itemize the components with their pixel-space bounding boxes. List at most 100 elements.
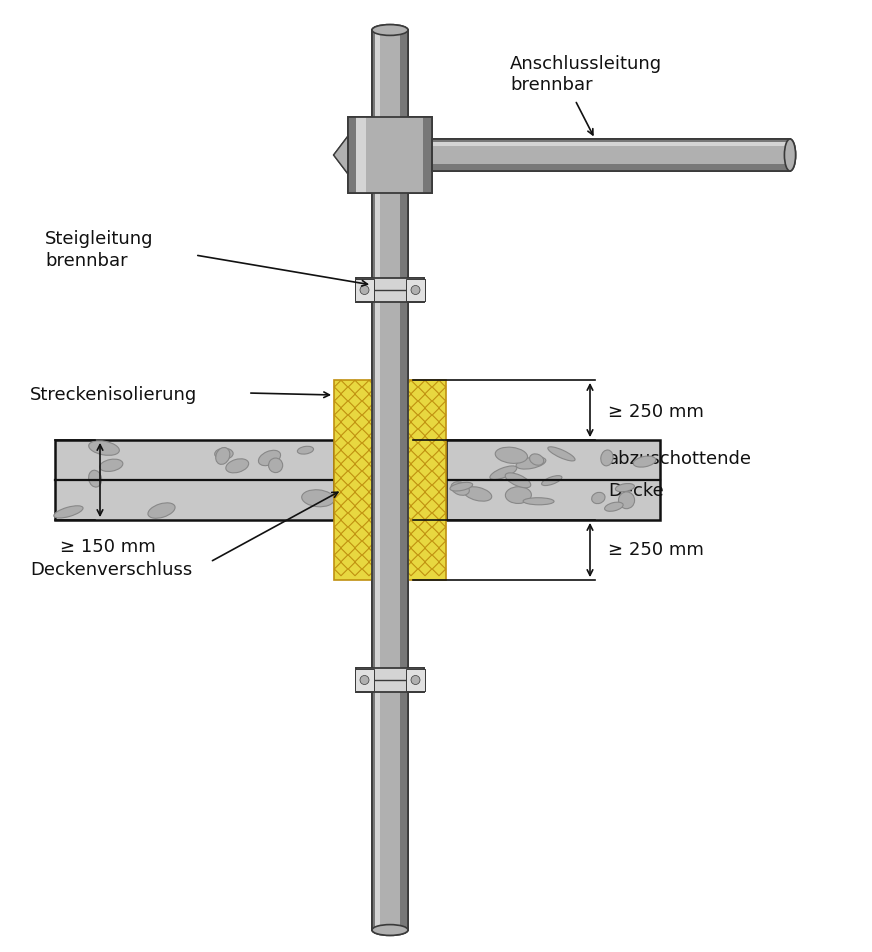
Bar (348, 117, 357, 193)
Bar (432, 165, 790, 171)
Bar (432, 139, 790, 142)
Bar (400, 30, 408, 930)
Ellipse shape (99, 459, 123, 471)
Ellipse shape (464, 486, 492, 501)
Text: Anschlussleitung
brennbar: Anschlussleitung brennbar (510, 55, 662, 94)
Bar (405, 669, 426, 691)
Ellipse shape (529, 454, 544, 466)
Ellipse shape (785, 139, 795, 171)
Bar (432, 142, 790, 146)
Bar (348, 117, 357, 193)
Ellipse shape (258, 450, 281, 466)
Bar (372, 30, 375, 930)
Ellipse shape (411, 676, 420, 684)
Ellipse shape (54, 506, 83, 518)
Ellipse shape (495, 447, 528, 464)
Bar (423, 117, 432, 193)
Text: ≥ 250 mm: ≥ 250 mm (608, 403, 704, 421)
Polygon shape (334, 136, 348, 174)
Text: ≥ 150 mm: ≥ 150 mm (60, 538, 156, 556)
Ellipse shape (215, 447, 230, 465)
Bar (405, 669, 426, 691)
Bar (348, 117, 432, 193)
Bar (375, 30, 379, 930)
Bar (432, 146, 790, 165)
Bar (432, 139, 790, 142)
Bar (432, 165, 790, 171)
Bar (405, 279, 426, 301)
Bar (356, 668, 424, 692)
Bar (446, 440, 660, 520)
Bar (372, 30, 408, 930)
Text: Steigleitung
brennbar: Steigleitung brennbar (45, 230, 153, 269)
Bar (348, 117, 432, 193)
Bar (334, 380, 446, 580)
Ellipse shape (490, 466, 517, 480)
Ellipse shape (505, 473, 531, 487)
Text: Streckenisolierung: Streckenisolierung (30, 386, 197, 404)
Ellipse shape (604, 502, 623, 511)
Text: ≥ 250 mm: ≥ 250 mm (608, 541, 704, 559)
Polygon shape (334, 136, 348, 174)
Bar (405, 279, 426, 301)
Bar (355, 279, 374, 301)
Bar (372, 30, 375, 930)
Bar (432, 139, 790, 171)
Ellipse shape (411, 676, 420, 684)
Ellipse shape (451, 482, 469, 495)
Ellipse shape (616, 484, 635, 492)
Bar (379, 30, 400, 930)
Ellipse shape (215, 448, 233, 459)
Bar (357, 117, 365, 193)
Ellipse shape (372, 25, 408, 35)
Bar (348, 117, 432, 193)
Text: abzuschottende: abzuschottende (608, 450, 752, 468)
Ellipse shape (523, 498, 554, 505)
Bar (372, 30, 408, 930)
Ellipse shape (297, 446, 314, 454)
Bar (400, 30, 408, 930)
Bar (348, 117, 432, 193)
Ellipse shape (89, 470, 101, 487)
Bar (432, 139, 790, 171)
Ellipse shape (360, 676, 369, 684)
Ellipse shape (148, 503, 175, 518)
Ellipse shape (360, 286, 369, 294)
Ellipse shape (785, 139, 795, 171)
Bar (432, 146, 790, 165)
Ellipse shape (372, 924, 408, 936)
Bar (356, 278, 424, 302)
Bar (432, 142, 790, 146)
Bar (357, 117, 365, 193)
Ellipse shape (450, 483, 473, 491)
Ellipse shape (411, 286, 420, 294)
Ellipse shape (360, 286, 369, 294)
Bar (356, 278, 424, 302)
Ellipse shape (516, 457, 546, 469)
Ellipse shape (411, 286, 420, 294)
Bar (423, 117, 432, 193)
Bar (355, 669, 374, 691)
Ellipse shape (372, 924, 408, 936)
Ellipse shape (269, 458, 283, 472)
Ellipse shape (89, 441, 119, 455)
Bar (355, 669, 374, 691)
Ellipse shape (548, 446, 575, 461)
Ellipse shape (592, 492, 605, 504)
Bar (375, 30, 379, 930)
Ellipse shape (302, 489, 334, 506)
Ellipse shape (633, 456, 656, 467)
Ellipse shape (226, 459, 249, 473)
Bar (355, 279, 374, 301)
Text: Decke: Decke (608, 482, 664, 500)
Bar (356, 668, 424, 692)
Ellipse shape (601, 450, 613, 466)
Bar (379, 30, 400, 930)
Ellipse shape (506, 486, 531, 504)
Bar (55, 440, 334, 520)
Ellipse shape (360, 676, 369, 684)
Ellipse shape (542, 476, 562, 486)
Ellipse shape (372, 25, 408, 35)
Ellipse shape (618, 492, 635, 508)
Text: Deckenverschluss: Deckenverschluss (30, 561, 192, 579)
